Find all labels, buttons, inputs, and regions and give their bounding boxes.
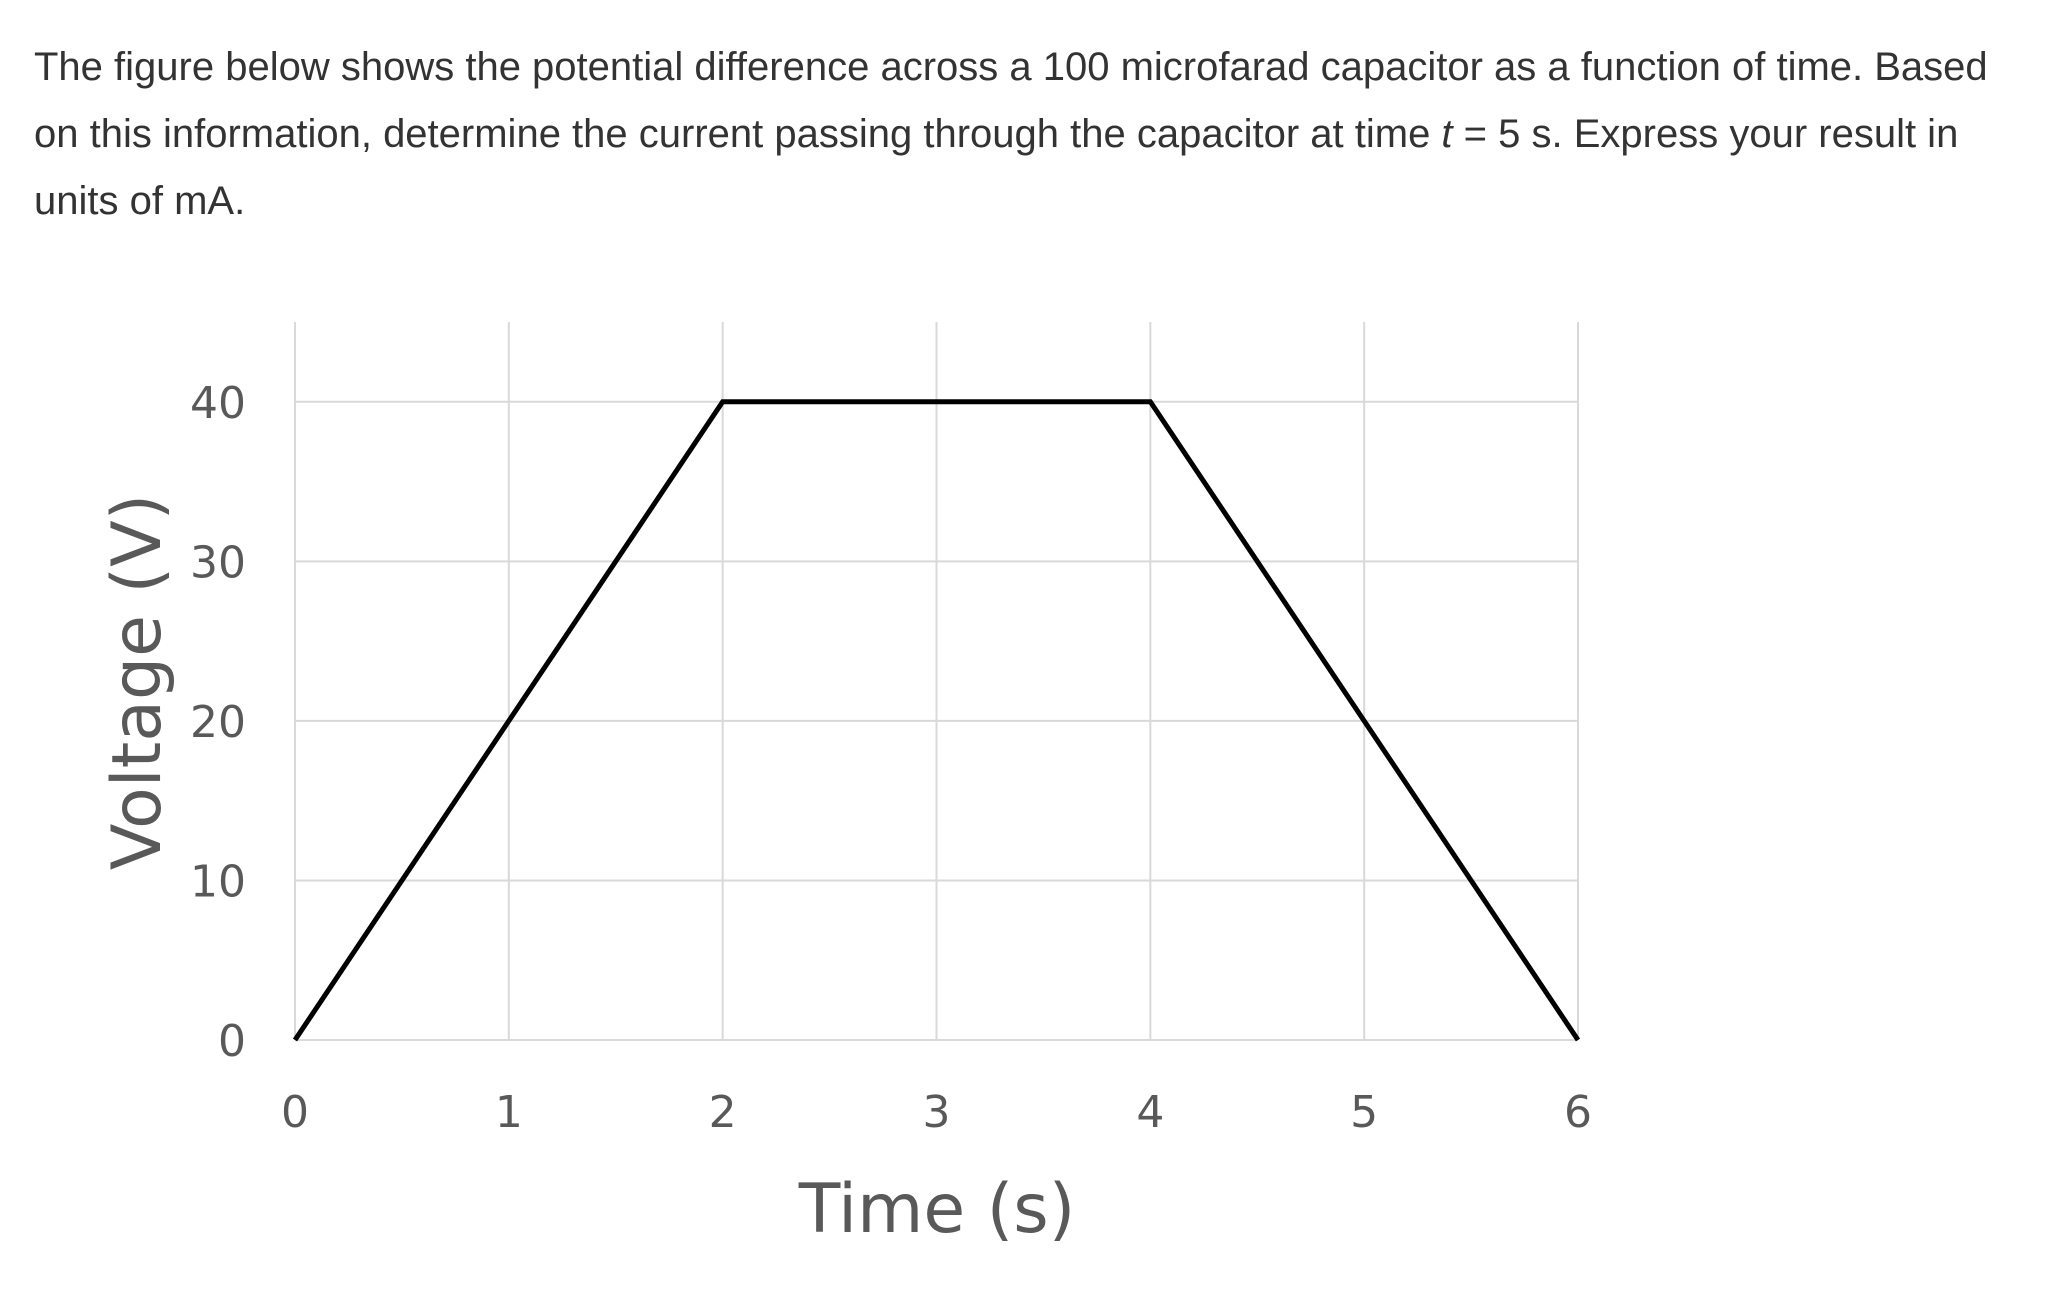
voltage-series-line bbox=[292, 399, 1581, 1042]
y-tick-labels: 0 10 20 30 40 bbox=[190, 378, 246, 1067]
x-tick-label: 6 bbox=[1564, 1087, 1592, 1138]
y-tick-label: 40 bbox=[190, 378, 246, 429]
y-tick-label: 30 bbox=[190, 537, 246, 588]
y-tick-label: 20 bbox=[190, 697, 246, 748]
x-tick-labels: 0 1 2 3 4 5 6 bbox=[281, 1087, 1592, 1138]
y-tick-label: 10 bbox=[190, 856, 246, 907]
question-text: The figure below shows the potential dif… bbox=[34, 34, 2024, 235]
time-variable: t bbox=[1441, 112, 1453, 156]
plot-series bbox=[292, 399, 1581, 1042]
grid-lines bbox=[294, 322, 1579, 1041]
y-tick-label: 0 bbox=[218, 1016, 246, 1067]
question-part-1: The figure below shows the potential dif… bbox=[34, 45, 1988, 156]
x-tick-label: 1 bbox=[495, 1087, 523, 1138]
x-tick-label: 4 bbox=[1136, 1087, 1164, 1138]
y-axis-title: Voltage (V) bbox=[98, 494, 177, 870]
x-tick-label: 0 bbox=[281, 1087, 309, 1138]
x-tick-label: 5 bbox=[1350, 1087, 1378, 1138]
x-tick-label: 2 bbox=[709, 1087, 737, 1138]
question-part-2: = 5 s. Express your result in units of m… bbox=[34, 112, 1959, 223]
x-axis-title: Time (s) bbox=[798, 1170, 1076, 1249]
x-tick-label: 3 bbox=[923, 1087, 951, 1138]
